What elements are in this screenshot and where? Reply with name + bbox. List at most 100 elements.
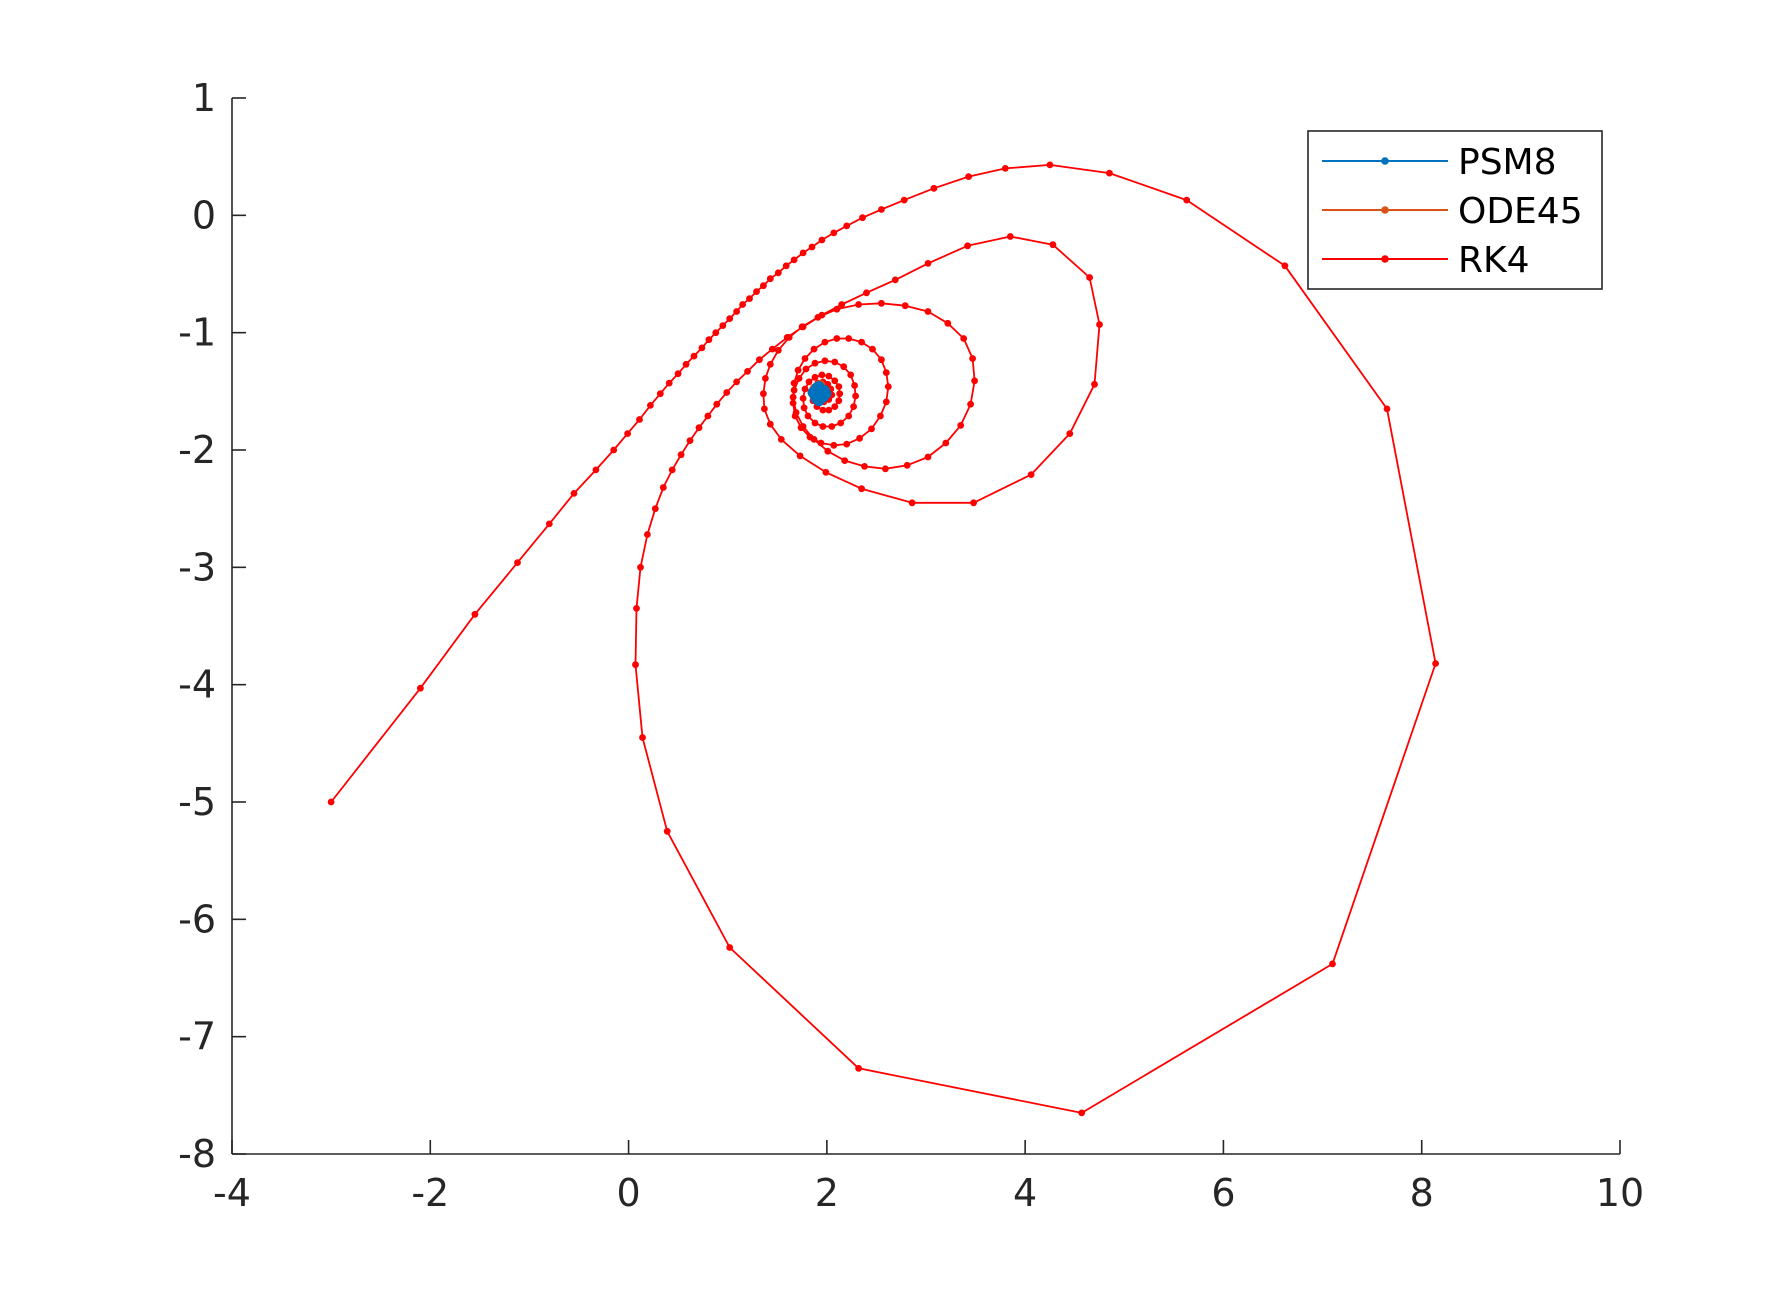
data-point-rk4 <box>806 433 814 441</box>
legend-marker-rk4 <box>1381 255 1389 263</box>
data-point-rk4 <box>766 275 774 283</box>
data-point-rk4 <box>592 466 600 474</box>
data-point-rk4 <box>674 370 682 378</box>
data-point-rk4 <box>545 520 553 528</box>
data-point-rk4 <box>821 357 829 365</box>
data-point-rk4 <box>843 440 851 448</box>
data-point-rk4 <box>704 412 712 420</box>
data-point-rk4 <box>831 403 839 410</box>
data-point-rk4 <box>908 499 916 507</box>
data-point-rk4 <box>760 390 767 398</box>
data-point-rk4 <box>686 437 694 444</box>
data-point-rk4 <box>632 661 639 669</box>
data-point-rk4 <box>791 412 799 420</box>
data-point-rk4 <box>1066 430 1074 437</box>
data-point-rk4 <box>570 490 578 497</box>
y-tick-label: -4 <box>178 663 216 707</box>
data-point-rk4 <box>808 243 816 251</box>
data-point-rk4 <box>824 447 832 455</box>
x-tick-label: 10 <box>1596 1171 1644 1215</box>
data-point-rk4 <box>924 260 932 267</box>
data-point-rk4 <box>964 242 971 250</box>
data-point-rk4 <box>639 734 646 741</box>
legend-label-rk4: RK4 <box>1458 240 1530 281</box>
data-point-rk4 <box>1281 262 1289 270</box>
data-point-rk4 <box>831 358 839 366</box>
data-point-rk4 <box>817 439 825 447</box>
data-point-rk4 <box>869 345 876 353</box>
data-point-rk4 <box>878 356 885 364</box>
y-tick-label: 1 <box>192 76 216 120</box>
data-point-rk4 <box>903 461 911 469</box>
data-point-rk4 <box>739 301 746 308</box>
data-point-rk4 <box>797 424 805 432</box>
data-point-rk4 <box>682 360 690 368</box>
data-point-rk4 <box>719 322 727 329</box>
data-point-rk4 <box>851 382 858 389</box>
data-point-rk4 <box>713 400 721 408</box>
legend-label-ode45: ODE45 <box>1458 191 1583 232</box>
data-point-rk4 <box>766 420 774 428</box>
data-point-rk4 <box>969 355 976 362</box>
data-point-rk4 <box>819 406 827 414</box>
data-point-rk4 <box>663 827 671 835</box>
y-tick-label: -5 <box>178 780 216 824</box>
data-point-rk4 <box>795 375 803 382</box>
data-point-rk4 <box>819 423 827 430</box>
x-tick-label: -2 <box>411 1171 449 1215</box>
data-point-rk4 <box>756 356 763 364</box>
x-tick-label: 0 <box>616 1171 640 1215</box>
data-point-rk4 <box>882 369 890 376</box>
data-point-rk4 <box>800 404 808 412</box>
data-point-rk4 <box>810 345 818 353</box>
data-point-rk4 <box>1329 960 1336 968</box>
data-point-rk4 <box>656 390 664 398</box>
data-point-rk4 <box>924 453 932 461</box>
data-point-rk4 <box>1383 405 1391 413</box>
data-point-rk4 <box>774 269 782 277</box>
data-point-rk4 <box>327 798 335 806</box>
data-point-rk4 <box>835 383 843 390</box>
data-point-rk4 <box>644 531 651 538</box>
y-tick-label: -8 <box>178 1132 216 1176</box>
data-point-rk4 <box>924 308 932 315</box>
data-point-rk4 <box>514 559 521 566</box>
data-point-rk4 <box>855 301 862 308</box>
y-tick-label: -6 <box>178 897 216 941</box>
data-point-rk4 <box>877 412 884 420</box>
data-point-rk4 <box>798 323 806 331</box>
data-point-rk4 <box>858 485 865 493</box>
data-point-rk4 <box>1183 196 1191 204</box>
data-point-rk4 <box>726 944 734 951</box>
data-point-rk4 <box>1049 241 1057 249</box>
data-point-rk4 <box>796 452 804 460</box>
y-tick-label: -1 <box>178 311 216 355</box>
data-point-rk4 <box>766 360 774 368</box>
data-point-rk4 <box>801 385 809 393</box>
data-point-rk4 <box>723 389 731 396</box>
data-point-rk4 <box>651 505 659 513</box>
data-point-rk4 <box>774 346 782 354</box>
data-point-rk4 <box>859 214 866 222</box>
data-point-rk4 <box>1091 380 1098 388</box>
data-point-rk4 <box>828 423 836 430</box>
data-point-rk4 <box>665 379 673 387</box>
data-point-rk4 <box>882 398 890 406</box>
data-point-rk4 <box>668 466 676 474</box>
series-psm8 <box>807 381 832 407</box>
data-point-rk4 <box>1027 471 1035 478</box>
series-rk4 <box>327 161 1439 1117</box>
data-point-rk4 <box>930 184 938 192</box>
data-point-rk4 <box>965 173 972 181</box>
data-point-rk4 <box>777 436 785 443</box>
y-tick-label: -2 <box>178 428 216 472</box>
data-point-rk4 <box>856 434 863 442</box>
legend-marker-psm8 <box>1381 157 1389 165</box>
data-point-rk4 <box>789 399 797 407</box>
data-point-rk4 <box>818 371 826 379</box>
data-point-rk4 <box>833 335 841 342</box>
data-point-rk4 <box>744 368 751 375</box>
data-point-rk4 <box>970 499 977 507</box>
data-point-rk4 <box>794 366 802 374</box>
